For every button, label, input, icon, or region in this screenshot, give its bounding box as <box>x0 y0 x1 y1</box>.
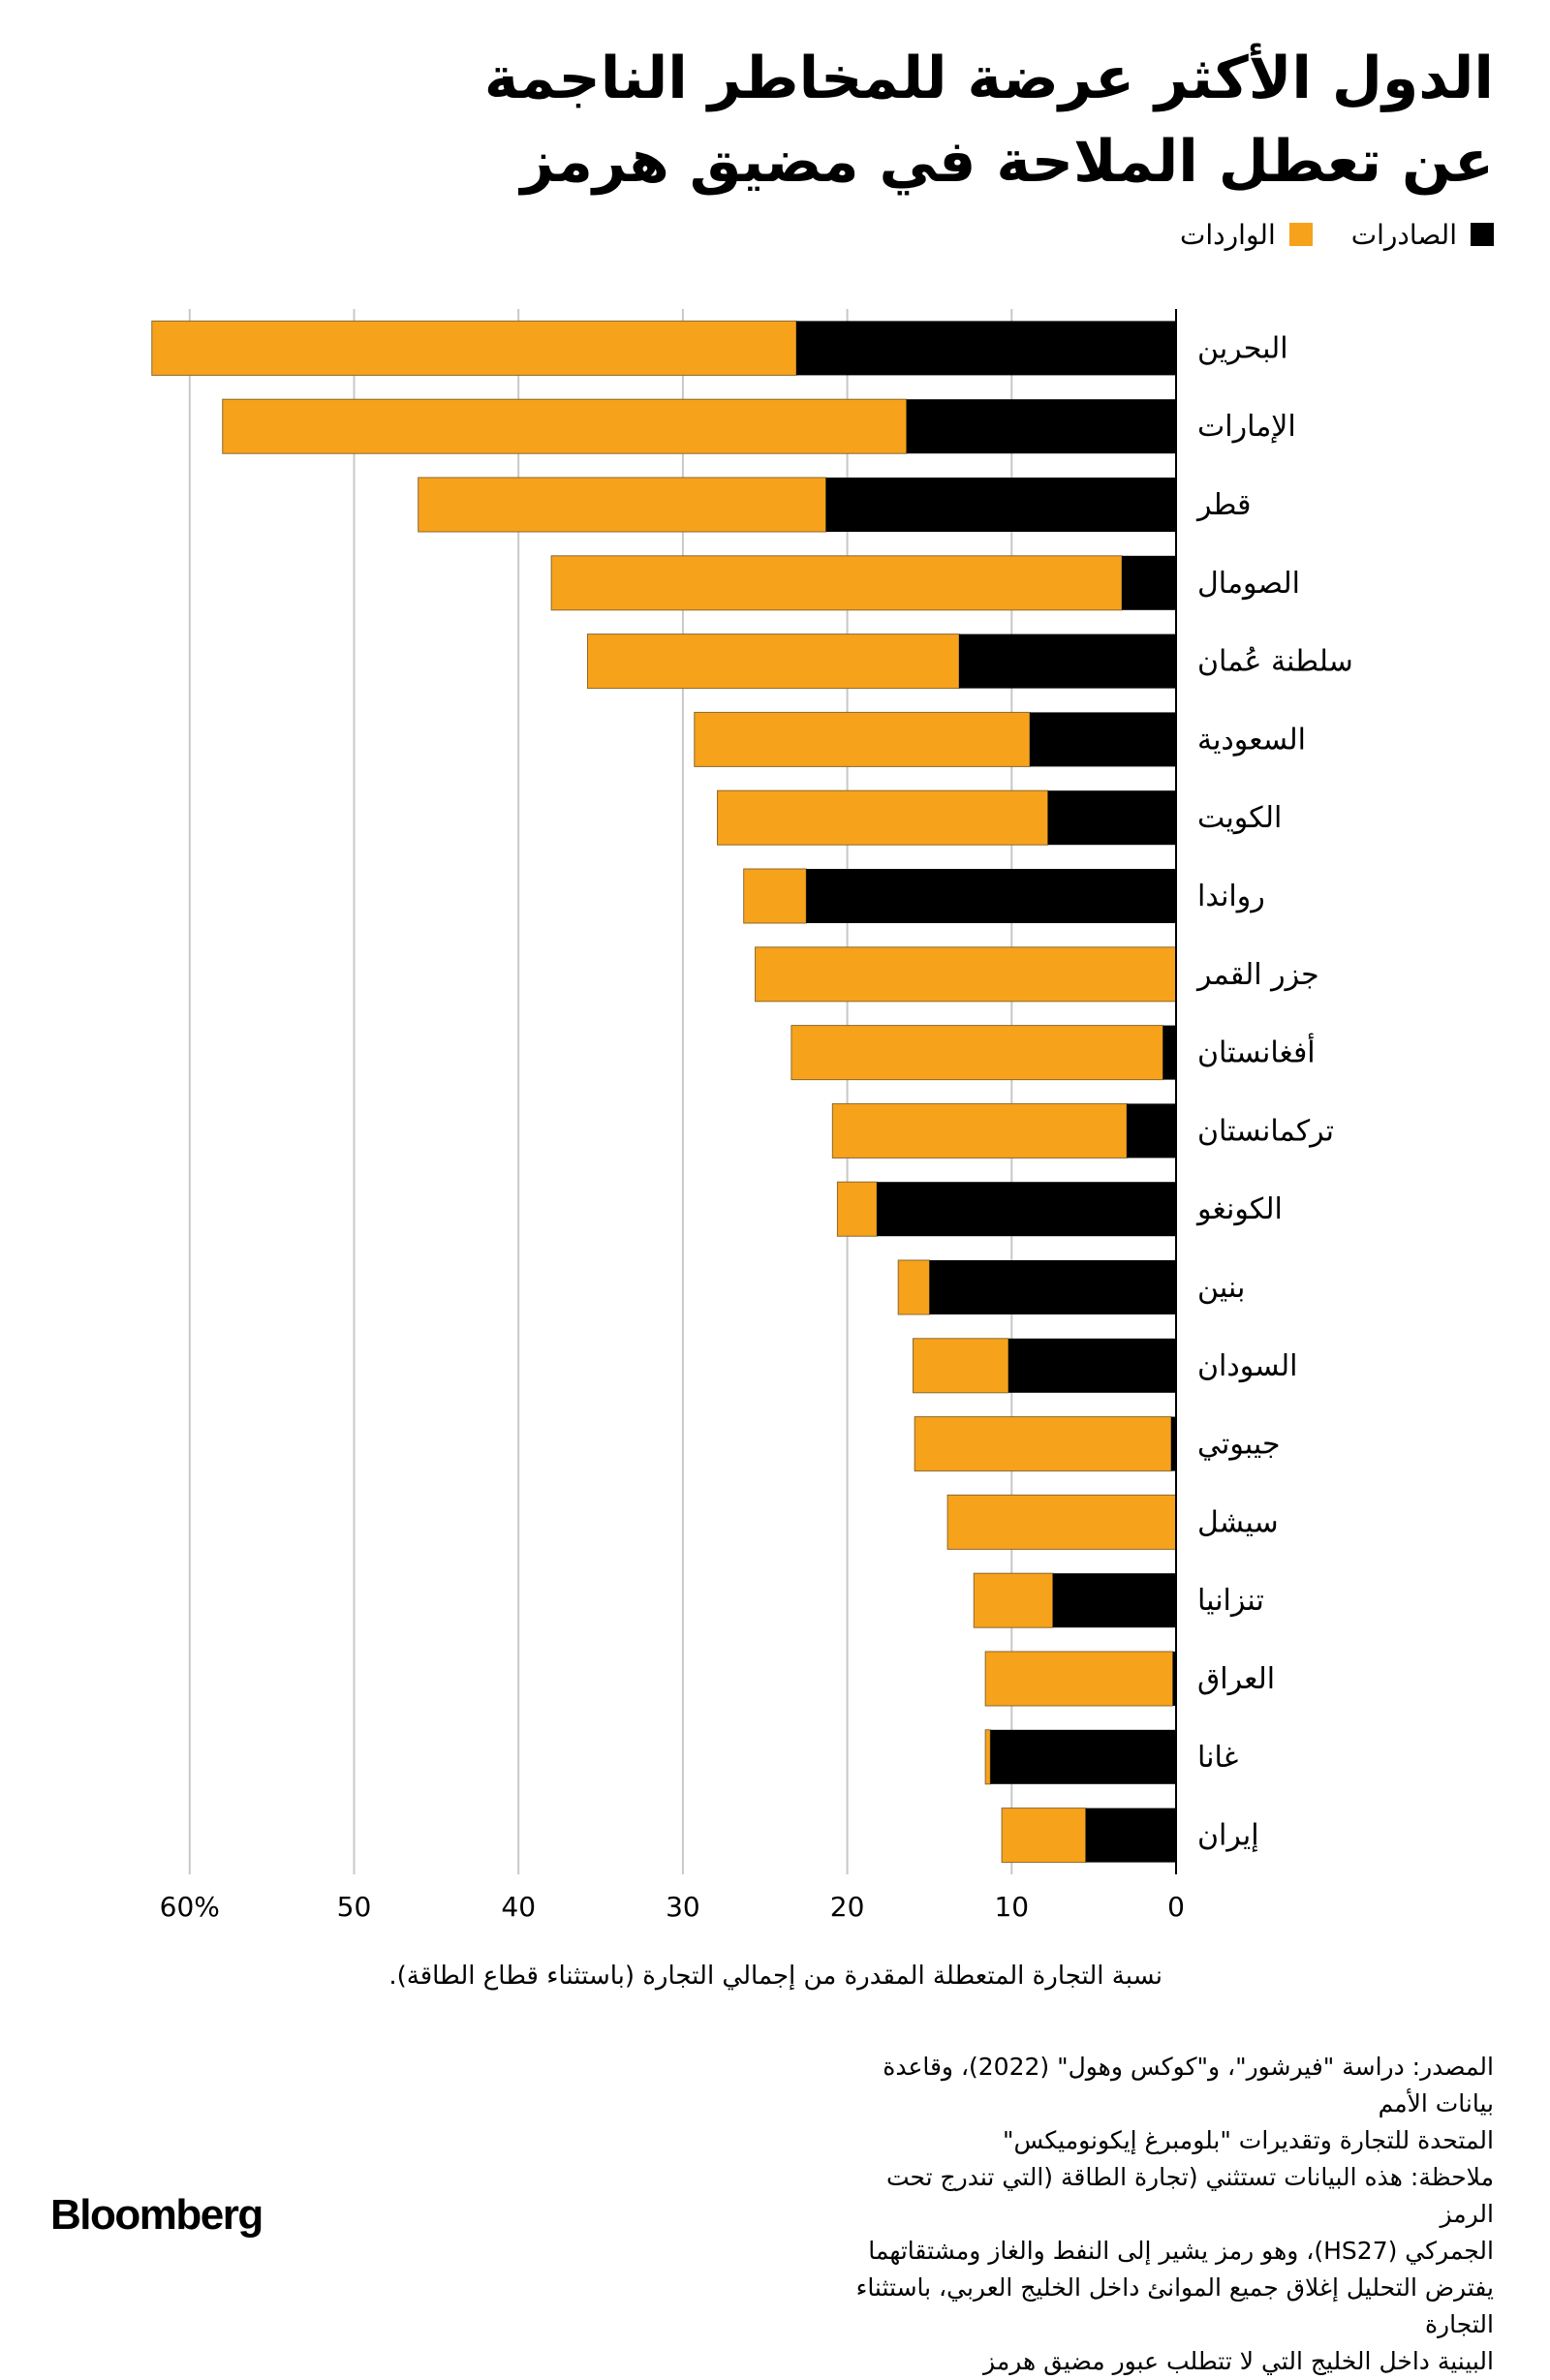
tick-label: 0 <box>1167 1891 1185 1923</box>
bar-exports <box>806 869 1176 923</box>
legend: الصادرات الواردات <box>1180 215 1494 254</box>
bar-imports <box>897 1259 930 1315</box>
title-line-1: الدول الأكثر عرضة للمخاطر الناجمة <box>483 45 1494 112</box>
tick-label: 40 <box>501 1891 536 1923</box>
exports-swatch <box>1471 223 1494 246</box>
bar-imports <box>717 789 1049 846</box>
category-label: غانا <box>1197 1741 1238 1775</box>
category-label: الصومال <box>1197 567 1300 601</box>
bar-exports <box>1127 1103 1176 1159</box>
bar-imports <box>743 868 807 924</box>
title-line-2: عن تعطل الملاحة في مضيق هرمز <box>520 128 1494 196</box>
category-label: جيبوتي <box>1197 1428 1281 1462</box>
bar-imports <box>973 1572 1054 1628</box>
tick-label: 10 <box>994 1891 1029 1923</box>
note-line-2: الجمركي (HS27)، وهو رمز يشير إلى النفط و… <box>868 2237 1494 2265</box>
legend-item-exports: الصادرات <box>1351 219 1494 251</box>
bar-imports <box>912 1338 1009 1394</box>
category-label: البحرين <box>1197 331 1288 365</box>
bar-imports <box>790 1025 1163 1081</box>
category-label: تركمانستان <box>1197 1114 1334 1148</box>
bar-imports <box>151 320 797 376</box>
tick-label: 30 <box>666 1891 700 1923</box>
note-line-1: ملاحظة: هذه البيانات تستثني (تجارة الطاق… <box>885 2163 1494 2228</box>
category-label: الكونغو <box>1195 1192 1283 1226</box>
tick-label: 50 <box>337 1891 372 1923</box>
category-label: الكويت <box>1197 801 1282 835</box>
category-label: العراق <box>1197 1662 1275 1696</box>
bar-imports <box>831 1102 1128 1159</box>
source-notes: المصدر: دراسة "فيرشور"، و"كوكس وهول" (20… <box>835 2049 1494 2380</box>
bar-exports <box>1170 1416 1176 1471</box>
category-label: الإمارات <box>1197 410 1296 444</box>
note-line-4: البينية داخل الخليج التي لا تتطلب عبور م… <box>983 2347 1494 2375</box>
note-line-3: يفترض التحليل إغلاق جميع الموانئ داخل ال… <box>855 2273 1494 2338</box>
bar-exports <box>990 1729 1176 1784</box>
tick-label: 20 <box>830 1891 865 1923</box>
bar-exports <box>906 399 1176 454</box>
tick-label: 60% <box>160 1891 220 1923</box>
category-label: السعودية <box>1197 723 1306 757</box>
bar-imports <box>694 711 1031 767</box>
bloomberg-logo: Bloomberg <box>50 2191 264 2239</box>
chart-title: الدول الأكثر عرضة للمخاطر الناجمة عن تعط… <box>234 37 1494 203</box>
category-label: جزر القمر <box>1195 958 1319 992</box>
legend-item-imports: الواردات <box>1180 219 1313 251</box>
bar-imports <box>550 555 1123 611</box>
bar-exports <box>1172 1652 1176 1706</box>
category-label: بنين <box>1197 1271 1245 1305</box>
category-label: أفغانستان <box>1197 1033 1316 1070</box>
imports-swatch <box>1288 223 1313 246</box>
bar-imports <box>755 946 1177 1003</box>
bar-exports <box>1162 1025 1176 1080</box>
bar-imports <box>418 477 827 533</box>
category-label: سيشل <box>1197 1505 1279 1539</box>
bar-exports <box>1029 712 1176 767</box>
bar-exports <box>1052 1573 1176 1628</box>
category-label: إيران <box>1197 1819 1259 1853</box>
bar-exports <box>825 478 1176 532</box>
bar-exports <box>1085 1808 1176 1863</box>
legend-exports-label: الصادرات <box>1350 218 1457 251</box>
legend-imports-label: الواردات <box>1180 218 1276 251</box>
category-label: قطر <box>1195 488 1252 522</box>
bar-imports <box>1001 1808 1087 1864</box>
bar-imports <box>946 1494 1177 1550</box>
bar-exports <box>929 1260 1176 1314</box>
bar-imports <box>586 634 960 690</box>
bar-exports <box>1008 1338 1176 1393</box>
category-label: سلطنة عُمان <box>1197 645 1353 679</box>
bar-exports <box>1047 790 1176 846</box>
source-line-2: المتحدة للتجارة وتقديرات "بلومبرغ إيكونو… <box>1002 2126 1494 2154</box>
bar-exports <box>958 634 1176 689</box>
category-label: السودان <box>1197 1349 1297 1383</box>
x-axis-caption: نسبة التجارة المتعطلة المقدرة من إجمالي … <box>388 1962 1162 1991</box>
bar-imports <box>222 398 908 454</box>
bar-exports <box>795 321 1176 376</box>
bar-imports <box>984 1729 991 1785</box>
bar-exports <box>877 1182 1176 1237</box>
bar-imports <box>984 1651 1174 1707</box>
bar-imports <box>914 1416 1172 1472</box>
bar-exports <box>1121 555 1176 610</box>
category-label: رواندا <box>1197 880 1265 913</box>
bar-chart: البحرين الإمارات قطر الصومال سلطنة عُمان السع… <box>151 309 1353 1923</box>
source-line-1: المصدر: دراسة "فيرشور"، و"كوكس وهول" (20… <box>883 2053 1494 2117</box>
bar-imports <box>836 1181 878 1237</box>
category-label: تنزانيا <box>1197 1584 1264 1618</box>
